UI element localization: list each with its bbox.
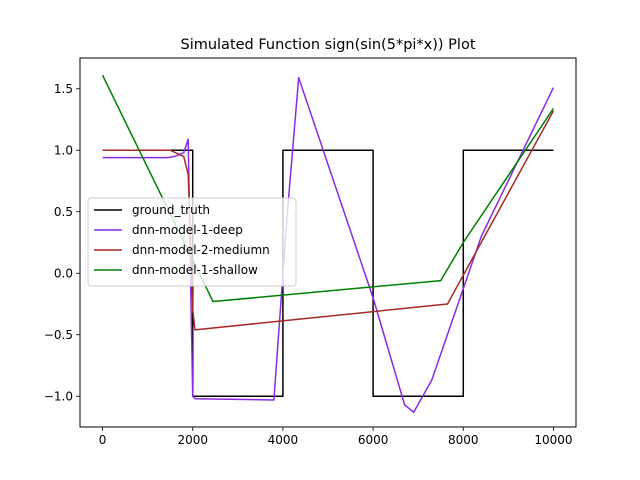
y-tick-label: −0.5	[44, 328, 73, 342]
x-tick-label: 0	[99, 433, 107, 447]
legend-label: dnn-model-2-mediumn	[132, 243, 270, 257]
chart-title: Simulated Function sign(sin(5*pi*x)) Plo…	[180, 37, 475, 53]
x-tick-label: 10000	[534, 433, 572, 447]
x-tick-label: 6000	[358, 433, 389, 447]
legend-label: dnn-model-1-shallow	[132, 263, 258, 277]
legend: ground_truth dnn-model-1-deep dnn-model-2-…	[87, 197, 297, 287]
plot-frame	[79, 57, 577, 428]
legend-box	[87, 197, 297, 287]
y-tick-label: 1.0	[54, 143, 73, 157]
y-axis: −1.0 −0.5 0.0 0.5 1.0 1.5	[44, 82, 80, 403]
x-tick-label: 4000	[268, 433, 299, 447]
x-tick-label: 2000	[177, 433, 208, 447]
y-tick-label: −1.0	[44, 389, 73, 403]
x-axis: 0 2000 4000 6000 8000 10000	[99, 427, 573, 447]
x-tick-label: 8000	[448, 433, 479, 447]
y-tick-label: 1.5	[54, 82, 73, 96]
legend-label: dnn-model-1-deep	[132, 223, 243, 237]
legend-label: ground_truth	[132, 203, 210, 217]
y-tick-label: 0.5	[54, 205, 73, 219]
y-tick-label: 0.0	[54, 266, 73, 280]
series-line-dnn-model-1-deep	[102, 76, 555, 413]
